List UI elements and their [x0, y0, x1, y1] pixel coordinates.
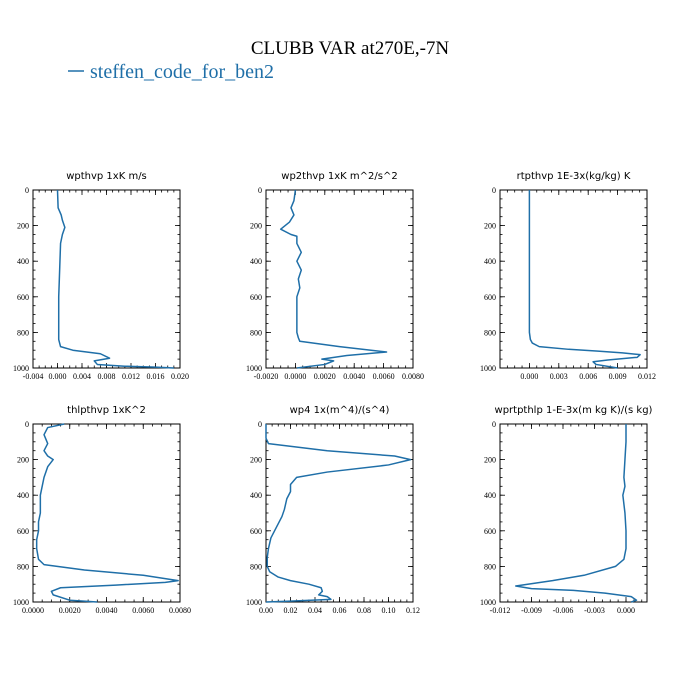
x-tick-label: 0.0020: [314, 372, 336, 381]
panel-title: wprtpthlp 1-E-3x(m kg K)/(s kg): [495, 405, 653, 416]
y-tick-label: 600: [484, 293, 496, 302]
y-tick-label: 600: [17, 527, 29, 536]
x-tick-label: 0.000: [520, 372, 538, 381]
x-tick-label: 0.08: [357, 606, 371, 615]
y-tick-label: 400: [250, 491, 262, 500]
x-tick-label: 0.0060: [132, 606, 154, 615]
x-tick-label: 0.020: [171, 372, 189, 381]
y-tick-label: 0: [492, 420, 496, 429]
y-tick-label: 600: [250, 527, 262, 536]
series-line: [528, 190, 641, 369]
y-tick-label: 200: [484, 222, 496, 231]
y-tick-label: 800: [484, 562, 496, 571]
x-tick-label: 0.06: [333, 606, 347, 615]
x-tick-label: 0.0040: [343, 372, 365, 381]
x-tick-label: 0.00: [259, 606, 273, 615]
x-tick-label: -0.0020: [254, 372, 279, 381]
y-tick-label: 200: [17, 456, 29, 465]
y-tick-label: 1000: [480, 364, 496, 373]
x-tick-label: 0.004: [73, 372, 91, 381]
panel-title: thlpthvp 1xK^2: [67, 405, 146, 416]
x-tick-label: -0.009: [521, 606, 542, 615]
y-tick-label: 0: [258, 420, 262, 429]
series-line: [515, 424, 638, 603]
x-tick-label: -0.012: [490, 606, 511, 615]
x-tick-label: -0.006: [553, 606, 574, 615]
series-line: [265, 424, 412, 603]
series-line: [35, 423, 179, 603]
panels: wpthvp 1xK m/s-0.004 0.000 0.004 0.008 0.012…: [13, 171, 656, 615]
y-tick-label: 400: [484, 257, 496, 266]
y-tick-label: 400: [250, 257, 262, 266]
y-tick-label: 1000: [13, 364, 29, 373]
y-tick-label: 600: [484, 527, 496, 536]
plot-frame: [32, 189, 181, 369]
y-tick-label: 200: [250, 222, 262, 231]
y-tick-label: 800: [17, 328, 29, 337]
panel-title: wpthvp 1xK m/s: [66, 171, 147, 182]
y-tick-label: 800: [250, 562, 262, 571]
series-line: [56, 189, 174, 369]
panel-1: wpthvp 1xK m/s -0.004 0.000 0.004 0.008 0.012…: [13, 171, 189, 381]
panel-title: wp4 1x(m^4)/(s^4): [290, 405, 390, 416]
y-tick-label: 1000: [246, 364, 262, 373]
x-tick-label: 0.006: [579, 372, 597, 381]
plot-frame: [265, 423, 414, 603]
y-tick-label: 0: [25, 186, 29, 195]
x-tick-label: 0.12: [406, 606, 420, 615]
x-tick-label: 0.0000: [284, 372, 306, 381]
figure-title: CLUBB VAR at270E,-7N: [251, 38, 450, 59]
legend-label: steffen_code_for_ben2: [90, 61, 274, 83]
y-tick-label: 1000: [480, 598, 496, 607]
x-tick-label: 0.0040: [96, 606, 118, 615]
series-line: [279, 189, 388, 369]
x-tick-label: -0.004: [23, 372, 44, 381]
y-tick-label: 400: [17, 491, 29, 500]
legend: steffen_code_for_ben2: [68, 61, 274, 83]
y-tick-label: 1000: [13, 598, 29, 607]
x-tick-label: 0.0020: [59, 606, 81, 615]
x-tick-label: 0.0000: [22, 606, 44, 615]
y-tick-label: 600: [250, 293, 262, 302]
x-tick-label: 0.04: [308, 606, 322, 615]
y-tick-label: 0: [25, 420, 29, 429]
y-tick-label: 0: [258, 186, 262, 195]
y-tick-label: 800: [17, 562, 29, 571]
x-tick-label: 0.009: [609, 372, 627, 381]
plot-frame: [499, 189, 648, 369]
y-tick-label: 200: [250, 456, 262, 465]
y-tick-label: 200: [484, 456, 496, 465]
y-tick-label: 0: [492, 186, 496, 195]
x-tick-label: 0.000: [49, 372, 67, 381]
y-tick-label: 800: [484, 328, 496, 337]
x-tick-label: 0.0060: [373, 372, 395, 381]
x-tick-label: 0.008: [98, 372, 116, 381]
panel-3: rtpthvp 1E-3x(kg/kg) K 0.000 0.003 0.006 0.0…: [480, 171, 656, 381]
y-tick-label: 800: [250, 328, 262, 337]
panel-title: wp2thvp 1xK m^2/s^2: [281, 171, 397, 182]
x-tick-label: 0.000: [617, 606, 635, 615]
x-tick-label: 0.016: [147, 372, 165, 381]
y-tick-label: 200: [17, 222, 29, 231]
plot-frame: [32, 423, 181, 603]
x-tick-label: 0.012: [122, 372, 140, 381]
x-tick-label: 0.0080: [169, 606, 191, 615]
x-tick-label: 0.0080: [402, 372, 424, 381]
x-tick-label: -0.003: [584, 606, 605, 615]
y-tick-label: 400: [17, 257, 29, 266]
panel-2: wp2thvp 1xK m^2/s^2 -0.0020 0.0000 0.0020 0.…: [246, 171, 424, 381]
x-tick-label: 0.012: [638, 372, 656, 381]
x-tick-label: 0.003: [550, 372, 568, 381]
panel-4: thlpthvp 1xK^2 0.0000 0.0020 0.0040 0.0060 0.…: [13, 405, 191, 615]
x-tick-label: 0.10: [382, 606, 396, 615]
y-tick-label: 1000: [246, 598, 262, 607]
panel-6: wprtpthlp 1-E-3x(m kg K)/(s kg) -0.012 -0.…: [480, 405, 653, 615]
panel-title: rtpthvp 1E-3x(kg/kg) K: [517, 171, 631, 182]
plot-frame: [265, 189, 414, 369]
panel-5: wp4 1x(m^4)/(s^4) 0.00 0.02 0.04 0.06 0.08 0.1…: [246, 405, 420, 615]
y-tick-label: 600: [17, 293, 29, 302]
y-tick-label: 400: [484, 491, 496, 500]
x-tick-label: 0.02: [284, 606, 298, 615]
